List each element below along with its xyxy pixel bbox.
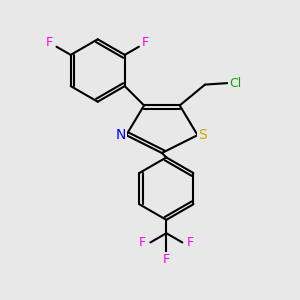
Text: F: F (187, 236, 194, 249)
Text: Cl: Cl (230, 76, 242, 90)
Text: F: F (142, 37, 149, 50)
Text: S: S (199, 128, 207, 142)
Text: F: F (163, 254, 170, 266)
Text: F: F (139, 236, 145, 249)
Text: F: F (46, 36, 53, 49)
Text: N: N (116, 128, 126, 142)
